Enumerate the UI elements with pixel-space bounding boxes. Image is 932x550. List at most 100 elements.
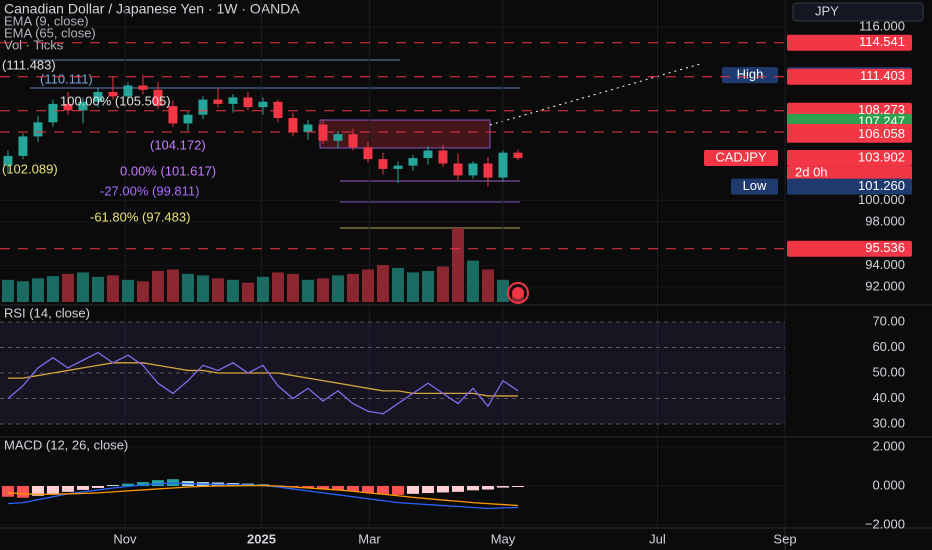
y-tick-label: 94.000 <box>865 257 905 272</box>
volume-bar <box>481 269 494 302</box>
price-label: 106.058 <box>858 126 905 141</box>
y-tick-label: 92.000 <box>865 278 905 293</box>
volume-bar <box>31 278 44 302</box>
rsi-ma-line <box>7 362 518 397</box>
y-tick-label: 98.000 <box>865 213 905 228</box>
candle-body <box>363 147 373 160</box>
volume-bar <box>256 276 269 302</box>
macd-histogram-bar <box>136 482 149 487</box>
price-label: 101.260 <box>858 178 905 193</box>
macd-histogram-bar <box>481 486 494 490</box>
fib-label: (102.089) <box>2 161 58 176</box>
currency: JPY <box>815 3 839 18</box>
pane-title: MACD (12, 26, close) <box>4 437 128 452</box>
y-tick-label: 0.000 <box>872 477 905 492</box>
macd-histogram-bar <box>496 486 509 488</box>
macd-histogram-bar <box>376 486 389 495</box>
volume-bar <box>16 281 29 302</box>
volume-bar <box>76 272 89 302</box>
candle-body <box>513 152 523 159</box>
macd-histogram-bar <box>361 486 374 493</box>
countdown-badge <box>787 166 912 181</box>
macd-histogram-bar <box>76 486 89 490</box>
volume-bar <box>106 275 119 302</box>
candle-body <box>183 114 193 124</box>
price-tag-label: High <box>737 67 764 82</box>
price-badge <box>787 126 912 143</box>
candle-body <box>303 124 313 133</box>
macd-histogram-bar <box>511 486 524 488</box>
x-tick-label: May <box>491 531 516 546</box>
candle-body <box>33 122 43 137</box>
candle-body <box>333 134 343 141</box>
rsi-line <box>7 351 519 415</box>
price-tag-label: CADJPY <box>715 149 767 164</box>
volume-bar <box>226 279 239 302</box>
fib-label: -61.80% (97.483) <box>90 209 190 224</box>
macd-histogram-bar <box>466 486 479 491</box>
candle-body <box>243 97 253 108</box>
volume-bar <box>166 269 179 302</box>
price-badge <box>787 240 912 257</box>
price-label: 103.902 <box>858 149 905 164</box>
volume-bar <box>346 273 359 302</box>
zone <box>319 119 491 149</box>
macd-histogram-bar <box>1 486 14 497</box>
candle-body <box>18 136 28 156</box>
y-tick-label: 70.00 <box>872 313 905 328</box>
macd-histogram-bar <box>121 483 134 487</box>
volume-bar <box>241 282 254 302</box>
candle-body <box>393 165 403 169</box>
candle-body <box>483 163 493 178</box>
fib-label: (104.172) <box>150 137 206 152</box>
y-tick-label: 60.00 <box>872 339 905 354</box>
countdown: 2d 0h <box>795 164 828 179</box>
fib-label: (110.111) <box>40 71 93 86</box>
currency-box <box>792 2 924 22</box>
candle-body <box>93 91 103 102</box>
candle-body <box>318 124 328 141</box>
volume-bar <box>91 276 104 302</box>
x-tick-label: Jul <box>649 531 666 546</box>
macd-histogram-bar <box>406 486 419 494</box>
volume-bar <box>211 278 224 302</box>
macd-histogram-bar <box>106 485 119 487</box>
volume-bar <box>301 279 314 302</box>
macd-histogram-bar <box>301 486 314 488</box>
price-label: 108.273 <box>858 102 905 117</box>
candle-body <box>468 163 478 176</box>
volume-bar <box>316 278 329 302</box>
price-label: 95.536 <box>865 240 905 255</box>
volume-bar <box>286 273 299 302</box>
candle-body <box>378 159 388 169</box>
price-tag-label: Low <box>743 178 767 193</box>
candle-body <box>48 103 58 123</box>
trend-line <box>489 63 701 126</box>
layer: Canadian Dollar / Japanese Yen · 1W · OA… <box>0 0 912 546</box>
price-tag <box>704 150 778 167</box>
x-tick-label: Nov <box>113 531 137 546</box>
y-tick-label: −2.000 <box>865 517 905 532</box>
volume-bar <box>1 279 14 302</box>
volume-bar <box>451 228 464 302</box>
candle-body <box>138 85 148 90</box>
candle-body <box>498 152 508 178</box>
candle-body <box>288 117 298 133</box>
macd-histogram-bar <box>91 486 104 488</box>
price-badge <box>787 34 912 51</box>
legend-item: EMA (9, close) <box>4 13 89 28</box>
fib-label: (111.483) <box>2 57 56 72</box>
x-tick-label: 2025 <box>247 531 276 546</box>
volume-bar <box>61 273 74 302</box>
volume-bar <box>376 265 389 302</box>
candle-body <box>108 91 118 97</box>
macd-histogram-bar <box>331 486 344 490</box>
y-tick-label: 50.00 <box>872 364 905 379</box>
volume-bar <box>496 279 509 302</box>
pane-title: RSI (14, close) <box>4 305 90 320</box>
candle-body <box>453 163 463 176</box>
candle-body <box>273 101 283 118</box>
rsi-band <box>0 322 785 424</box>
x-tick-label: Mar <box>358 531 381 546</box>
